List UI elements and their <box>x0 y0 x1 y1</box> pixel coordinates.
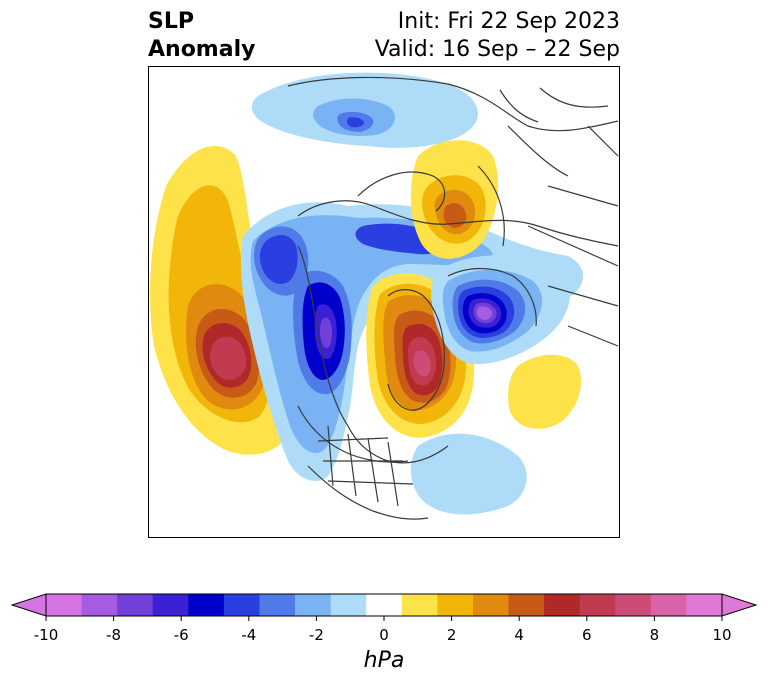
colorbar-swatch <box>223 594 260 616</box>
colorbar-swatch <box>686 594 723 616</box>
colorbar-tick-label: 4 <box>514 626 524 644</box>
positive-anomaly-pacific <box>150 146 294 455</box>
colorbar-swatch <box>437 594 474 616</box>
init-date: Init: Fri 22 Sep 2023 <box>397 9 620 34</box>
valid-range: Valid: 16 Sep – 22 Sep <box>374 37 620 62</box>
positive-anomaly-south <box>508 354 582 429</box>
colorbar-tick-label: -10 <box>34 626 59 644</box>
colorbar-extend-high <box>721 593 758 617</box>
colorbar-swatch <box>472 594 510 616</box>
colorbar-swatch <box>152 594 189 616</box>
colorbar-swatch <box>330 594 367 616</box>
colorbar-swatch <box>544 594 581 616</box>
map-border <box>148 66 620 538</box>
negative-anomaly-north <box>251 72 478 148</box>
colorbar-unit-label: hPa <box>363 648 405 673</box>
colorbar-tick-label: -2 <box>309 626 324 644</box>
colorbar-swatch <box>579 594 616 616</box>
negative-anomaly-scandinavia <box>431 255 570 365</box>
colorbar-swatch <box>366 594 403 616</box>
negative-anomaly-atlantic <box>410 433 527 515</box>
colorbar-tick-label: -4 <box>241 626 256 644</box>
colorbar-swatch <box>188 594 225 616</box>
colorbar-swatch <box>650 594 687 616</box>
title-line-2: Anomaly <box>148 37 256 62</box>
colorbar-extend-low <box>10 593 47 617</box>
colorbar-swatch <box>117 594 154 616</box>
colorbar-tick-label: -8 <box>106 626 121 644</box>
colorbar-swatch <box>295 594 332 616</box>
colorbar-tick-label: 10 <box>712 626 731 644</box>
map-title: SLP Anomaly <box>148 8 255 64</box>
colorbar-swatch <box>259 594 296 616</box>
colorbar-swatch <box>508 594 545 616</box>
title-line-1: SLP <box>148 9 194 34</box>
colorbar-swatch <box>46 594 83 616</box>
colorbar-swatch <box>81 594 118 616</box>
colorbar-swatch <box>615 594 652 616</box>
colorbar-tick-label: 8 <box>650 626 660 644</box>
colorbar-tick-label: 2 <box>447 626 457 644</box>
colorbar-tick-label: 0 <box>379 626 389 644</box>
colorbar: -10 -8 -6 -4 -2 0 2 4 6 8 10 <box>0 580 768 684</box>
colorbar-tick-label: 6 <box>582 626 592 644</box>
map-canvas <box>148 66 620 538</box>
colorbar-canvas: -10 -8 -6 -4 -2 0 2 4 6 8 10 <box>10 593 758 644</box>
slp-anomaly-map <box>148 66 620 538</box>
coastlines <box>287 76 619 520</box>
colorbar-swatch <box>401 594 438 616</box>
colorbar-tick-label: -6 <box>174 626 189 644</box>
date-info: Init: Fri 22 Sep 2023 Valid: 16 Sep – 22… <box>375 8 620 64</box>
